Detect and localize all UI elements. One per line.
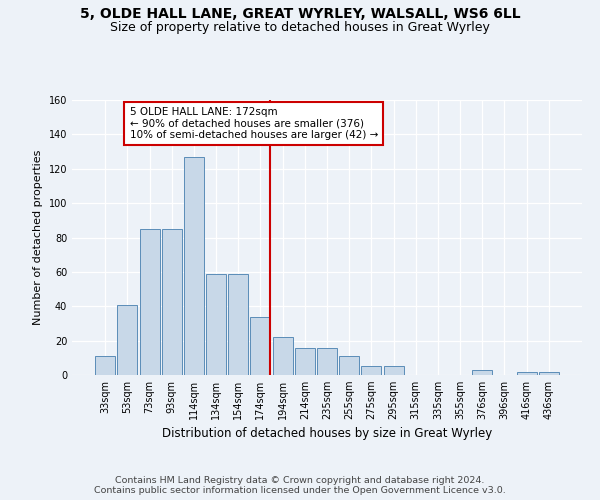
- Bar: [228, 274, 248, 375]
- Text: Contains HM Land Registry data © Crown copyright and database right 2024.
Contai: Contains HM Land Registry data © Crown c…: [94, 476, 506, 495]
- Bar: [95, 356, 115, 375]
- Bar: [272, 337, 293, 375]
- Bar: [206, 274, 226, 375]
- Text: 5 OLDE HALL LANE: 172sqm
← 90% of detached houses are smaller (376)
10% of semi-: 5 OLDE HALL LANE: 172sqm ← 90% of detach…: [130, 107, 378, 140]
- Text: Size of property relative to detached houses in Great Wyrley: Size of property relative to detached ho…: [110, 21, 490, 34]
- Bar: [517, 372, 536, 375]
- Bar: [539, 372, 559, 375]
- Bar: [472, 370, 492, 375]
- Bar: [339, 356, 359, 375]
- Text: 5, OLDE HALL LANE, GREAT WYRLEY, WALSALL, WS6 6LL: 5, OLDE HALL LANE, GREAT WYRLEY, WALSALL…: [80, 8, 520, 22]
- Bar: [184, 156, 204, 375]
- Bar: [250, 316, 271, 375]
- Bar: [361, 366, 382, 375]
- Bar: [162, 229, 182, 375]
- Text: Distribution of detached houses by size in Great Wyrley: Distribution of detached houses by size …: [162, 428, 492, 440]
- Bar: [118, 304, 137, 375]
- Y-axis label: Number of detached properties: Number of detached properties: [33, 150, 43, 325]
- Bar: [383, 366, 404, 375]
- Bar: [140, 229, 160, 375]
- Bar: [295, 348, 315, 375]
- Bar: [317, 348, 337, 375]
